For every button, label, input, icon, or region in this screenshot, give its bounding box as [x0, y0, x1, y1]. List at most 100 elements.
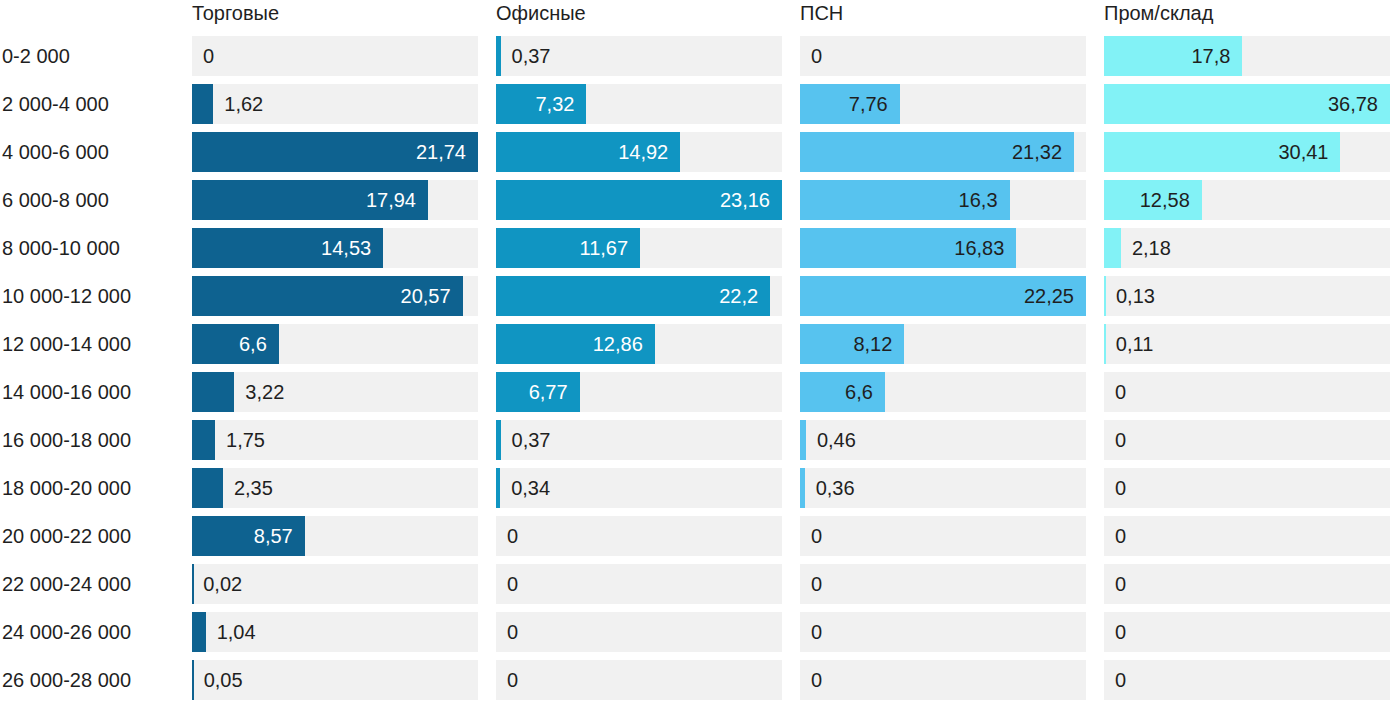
bar-value-label: 0: [1115, 564, 1126, 604]
bar-track: 0,36: [800, 468, 1086, 508]
bar-track: 0: [1104, 372, 1390, 412]
bar: [192, 660, 194, 700]
bar-value-label: 0,11: [1116, 324, 1153, 364]
bar-value-label: 22,25: [800, 276, 1086, 316]
bar-value-label: 20,57: [192, 276, 463, 316]
bar-value-label: 16,3: [800, 180, 1010, 220]
bar: [496, 420, 501, 460]
chart-row: 24 000-26 000 1,04 0 0 0: [0, 612, 1400, 652]
bar-value-label: 6,6: [192, 324, 279, 364]
bar-track: 16,83: [800, 228, 1086, 268]
chart-row: 16 000-18 0001,750,370,460: [0, 420, 1400, 460]
bar-track: 0,37: [496, 36, 782, 76]
bar-value-label: 8,12: [800, 324, 904, 364]
chart-row: 26 000-28 0000,05000: [0, 660, 1400, 700]
bar-track: 30,41: [1104, 132, 1390, 172]
bar-value-label: 0: [811, 612, 822, 652]
bar-track: 0: [800, 660, 1086, 700]
bar-value-label: 0: [811, 564, 822, 604]
bar-track: 2,18: [1104, 228, 1390, 268]
chart-row: 22 000-24 0000,02000: [0, 564, 1400, 604]
bar-value-label: 7,32: [496, 84, 586, 124]
bar: [800, 468, 805, 508]
bar-value-label: 0: [507, 660, 518, 700]
bar-track: 0: [1104, 660, 1390, 700]
bar-value-label: 36,78: [1104, 84, 1390, 124]
bar: [192, 420, 215, 460]
row-category-label: 0-2 000: [0, 36, 174, 76]
bar: [800, 420, 806, 460]
bar-value-label: 0,34: [511, 468, 550, 508]
bar-value-label: 1,75: [226, 420, 265, 460]
row-category-label: 8 000-10 000: [0, 228, 174, 268]
bar-value-label: 0: [811, 516, 822, 556]
bar-value-label: 0: [1115, 516, 1126, 556]
bar-track: 0,34: [496, 468, 782, 508]
row-category-label: 24 000-26 000: [0, 612, 174, 652]
bar: [192, 372, 234, 412]
bar-track: 8,57: [192, 516, 478, 556]
column-header-ofisnye: Офисные: [496, 0, 782, 36]
bar-track: 0,37: [496, 420, 782, 460]
bar-track: 0: [800, 612, 1086, 652]
bar-track: 0: [1104, 468, 1390, 508]
bar-value-label: 0,36: [816, 468, 855, 508]
bar-value-label: 0: [507, 612, 518, 652]
chart-row: 6 000-8 00017,9423,1616,312,58: [0, 180, 1400, 220]
bar-track: 6,6: [800, 372, 1086, 412]
bar-value-label: 21,32: [800, 132, 1074, 172]
bar: [192, 468, 223, 508]
bar-track: 0: [496, 516, 782, 556]
bar: [1104, 276, 1106, 316]
bar-track: 0: [192, 36, 478, 76]
bar-track: 0,46: [800, 420, 1086, 460]
bar-track: 16,3: [800, 180, 1086, 220]
bar-value-label: 8,57: [192, 516, 305, 556]
bar-track: 20,57: [192, 276, 478, 316]
bar: [192, 612, 206, 652]
bar-track: 2,35: [192, 468, 478, 508]
bar-track: 14,53: [192, 228, 478, 268]
bar-value-label: 0: [1115, 612, 1126, 652]
bar-value-label: 6,6: [800, 372, 885, 412]
bar-value-label: 0: [1115, 660, 1126, 700]
bar-track: 21,74: [192, 132, 478, 172]
bar: [496, 36, 501, 76]
bar-track: 1,75: [192, 420, 478, 460]
bar-value-label: 0: [1115, 420, 1126, 460]
row-category-label: 22 000-24 000: [0, 564, 174, 604]
chart-row: 20 000-22 0008,57000: [0, 516, 1400, 556]
bar-value-label: 0: [811, 660, 822, 700]
bar-value-label: 0: [507, 516, 518, 556]
bar-value-label: 2,18: [1132, 228, 1171, 268]
bar-track: 21,32: [800, 132, 1086, 172]
bar-table-chart: Торговые Офисные ПСН Пром/склад 0-2 0000…: [0, 0, 1400, 700]
bar-track: 17,94: [192, 180, 478, 220]
bar-track: 0: [800, 36, 1086, 76]
bar-track: 0: [496, 660, 782, 700]
bar-track: 14,92: [496, 132, 782, 172]
bar-value-label: 11,67: [496, 228, 640, 268]
row-category-label: 26 000-28 000: [0, 660, 174, 700]
row-category-label: 4 000-6 000: [0, 132, 174, 172]
bar-value-label: 0,37: [512, 420, 551, 460]
chart-row: 14 000-16 0003,226,776,60: [0, 372, 1400, 412]
bar-track: 1,62: [192, 84, 478, 124]
bar-track: 0,13: [1104, 276, 1390, 316]
bar-track: 0: [1104, 516, 1390, 556]
bar-value-label: 0,37: [512, 36, 551, 76]
bar-value-label: 23,16: [496, 180, 782, 220]
bar-value-label: 17,94: [192, 180, 428, 220]
bar-track: 12,86: [496, 324, 782, 364]
bar-value-label: 14,53: [192, 228, 383, 268]
column-header-prom-sklad: Пром/склад: [1104, 0, 1390, 36]
bar-track: 7,76: [800, 84, 1086, 124]
bar-value-label: 30,41: [1104, 132, 1340, 172]
bar-value-label: 12,86: [496, 324, 655, 364]
chart-row: 2 000-4 0001,627,327,7636,78: [0, 84, 1400, 124]
bar-track: 1,04: [192, 612, 478, 652]
row-category-label: 12 000-14 000: [0, 324, 174, 364]
bar-value-label: 22,2: [496, 276, 770, 316]
bar-track: 6,77: [496, 372, 782, 412]
row-category-label: 14 000-16 000: [0, 372, 174, 412]
